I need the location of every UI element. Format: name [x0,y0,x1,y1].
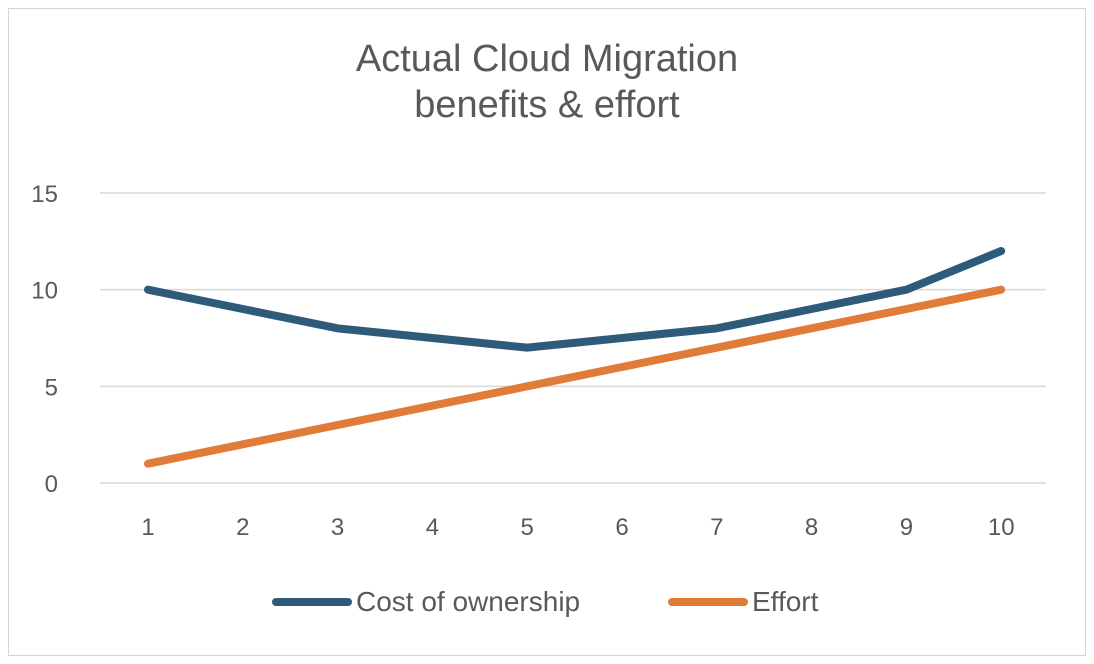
x-tick-label: 5 [521,514,534,541]
chart-title-line-2: benefits & effort [414,84,680,126]
series-lines [144,247,1006,468]
series-line-effort [144,285,1006,468]
y-tick-label: 10 [31,278,58,305]
legend-item-effort: Effort [668,584,818,620]
x-tick-label: 1 [141,514,154,541]
chart-title: Actual Cloud Migration benefits & effort [0,36,1094,128]
x-tick-label: 2 [236,514,249,541]
x-tick-label: 8 [805,514,818,541]
y-tick-label: 5 [45,374,58,401]
y-axis-ticks: 0 5 10 15 [31,181,58,498]
gridlines [100,192,1046,484]
chart-frame [8,8,1086,656]
x-tick-label: 7 [710,514,723,541]
x-tick-label: 4 [426,514,439,541]
x-tick-label: 9 [900,514,913,541]
x-tick-label: 10 [988,514,1015,541]
x-tick-label: 6 [615,514,628,541]
x-axis-ticks: 1 2 3 4 5 6 7 8 9 10 [141,514,1014,541]
y-tick-label: 15 [31,181,58,208]
legend-swatch-effort [668,598,748,606]
series-line-cost-of-ownership [144,247,1006,352]
legend: Cost of ownership Effort [0,584,1094,620]
legend-item-cost-of-ownership: Cost of ownership [272,584,580,620]
legend-swatch-cost-of-ownership [272,598,352,606]
x-tick-label: 3 [331,514,344,541]
legend-label-cost-of-ownership: Cost of ownership [356,586,581,617]
legend-label-effort: Effort [752,586,819,617]
chart-title-line-1: Actual Cloud Migration [355,38,739,80]
y-tick-label: 0 [45,471,58,498]
